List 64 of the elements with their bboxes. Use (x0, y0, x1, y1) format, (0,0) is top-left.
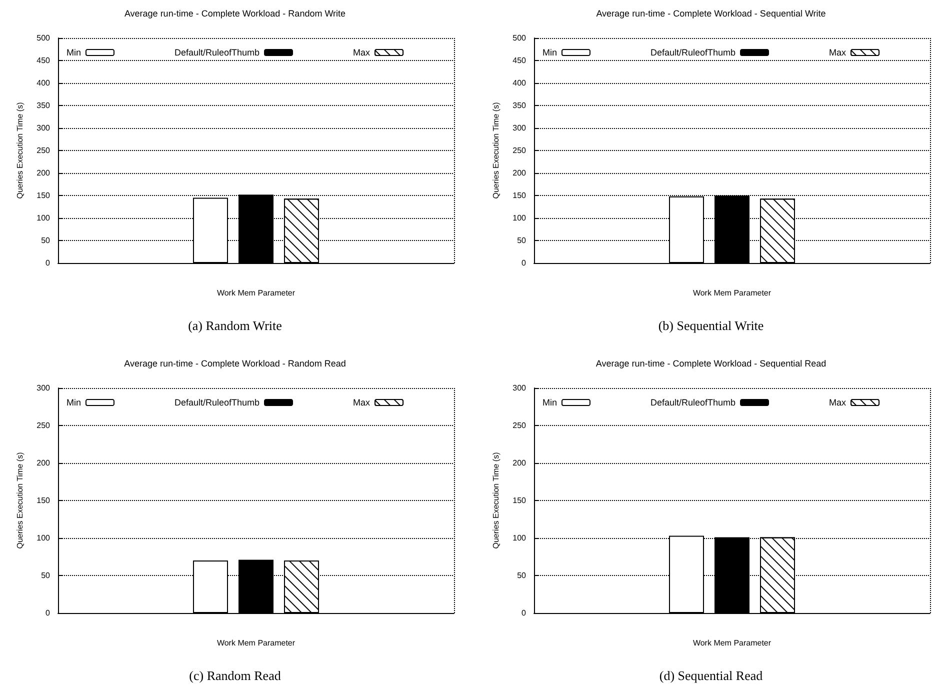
y-tick-label: 450 (36, 56, 51, 65)
x-axis-title: Work Mem Parameter (216, 638, 296, 648)
y-tick-label: 50 (517, 236, 527, 245)
y-tick-label: 300 (512, 384, 527, 392)
y-tick-label: 50 (517, 571, 527, 580)
y-axis-title: Queries Execution Time (s) (492, 452, 500, 549)
y-tick-label: 500 (36, 34, 51, 42)
legend-label: Default/RuleofThumb (174, 398, 260, 408)
y-tick-label: 200 (36, 168, 51, 178)
y-tick-label: 100 (36, 214, 51, 222)
y-tick-label: 100 (36, 534, 51, 542)
chart-title: Average run-time - Complete Workload - Random Read (124, 358, 346, 368)
y-axis-title: Queries Execution Time (s) (16, 452, 24, 549)
chart-title: Average run-time - Complete Workload - Random Write (124, 8, 346, 18)
legend-label: Min (66, 398, 81, 408)
y-tick-label: 400 (512, 78, 527, 88)
y-tick-label: 300 (36, 124, 51, 132)
y-tick-label: 0 (522, 258, 527, 268)
legend-label: Default/RuleofThumb (650, 398, 736, 408)
y-tick-label: 100 (512, 214, 527, 222)
legend-label: Min (542, 48, 557, 58)
y-axis-title: Queries Execution Time (s) (16, 102, 24, 199)
legend-label: Max (829, 398, 847, 408)
legend-label: Max (353, 398, 371, 408)
y-tick-label: 500 (512, 34, 527, 42)
text: (c) Random Read (188, 668, 282, 684)
y-tick-label: 100 (512, 534, 527, 542)
legend-label: Default/RuleofThumb (650, 48, 736, 58)
x-axis-title: Work Mem Parameter (216, 288, 296, 298)
y-tick-label: 150 (512, 496, 527, 505)
y-tick-label: 250 (36, 421, 51, 430)
legend-label: Default/RuleofThumb (174, 48, 260, 58)
y-tick-label: 0 (46, 258, 51, 268)
y-tick-label: 250 (36, 146, 51, 155)
y-tick-label: 350 (36, 101, 51, 110)
y-tick-label: 50 (41, 571, 51, 580)
legend-label: Max (829, 48, 847, 58)
y-axis-title: Queries Execution Time (s) (492, 102, 500, 199)
y-tick-label: 250 (512, 421, 527, 430)
chart-title: Average run-time - Complete Workload - Sequential Write (596, 8, 826, 18)
text: (a) Random Write (187, 318, 283, 334)
y-tick-label: 350 (512, 101, 527, 110)
y-tick-label: 400 (36, 78, 51, 88)
y-tick-label: 250 (512, 146, 527, 155)
y-tick-label: 150 (36, 191, 51, 200)
y-tick-label: 200 (512, 458, 527, 468)
y-tick-label: 200 (512, 168, 527, 178)
y-tick-label: 0 (46, 608, 51, 618)
chart-title: Average run-time - Complete Workload - Sequential Read (596, 358, 826, 368)
y-tick-label: 150 (36, 496, 51, 505)
legend-label: Min (66, 48, 81, 58)
y-tick-label: 300 (36, 384, 51, 392)
y-tick-label: 0 (522, 608, 527, 618)
y-tick-label: 300 (512, 124, 527, 132)
y-tick-label: 450 (512, 56, 527, 65)
legend-label: Min (542, 398, 557, 408)
x-axis-title: Work Mem Parameter (692, 638, 772, 648)
y-tick-label: 200 (36, 458, 51, 468)
y-tick-label: 150 (512, 191, 527, 200)
y-tick-label: 50 (41, 236, 51, 245)
text: (d) Sequential Read (658, 668, 764, 684)
text: (b) Sequential Write (657, 318, 765, 334)
legend-label: Max (353, 48, 371, 58)
x-axis-title: Work Mem Parameter (692, 288, 772, 298)
